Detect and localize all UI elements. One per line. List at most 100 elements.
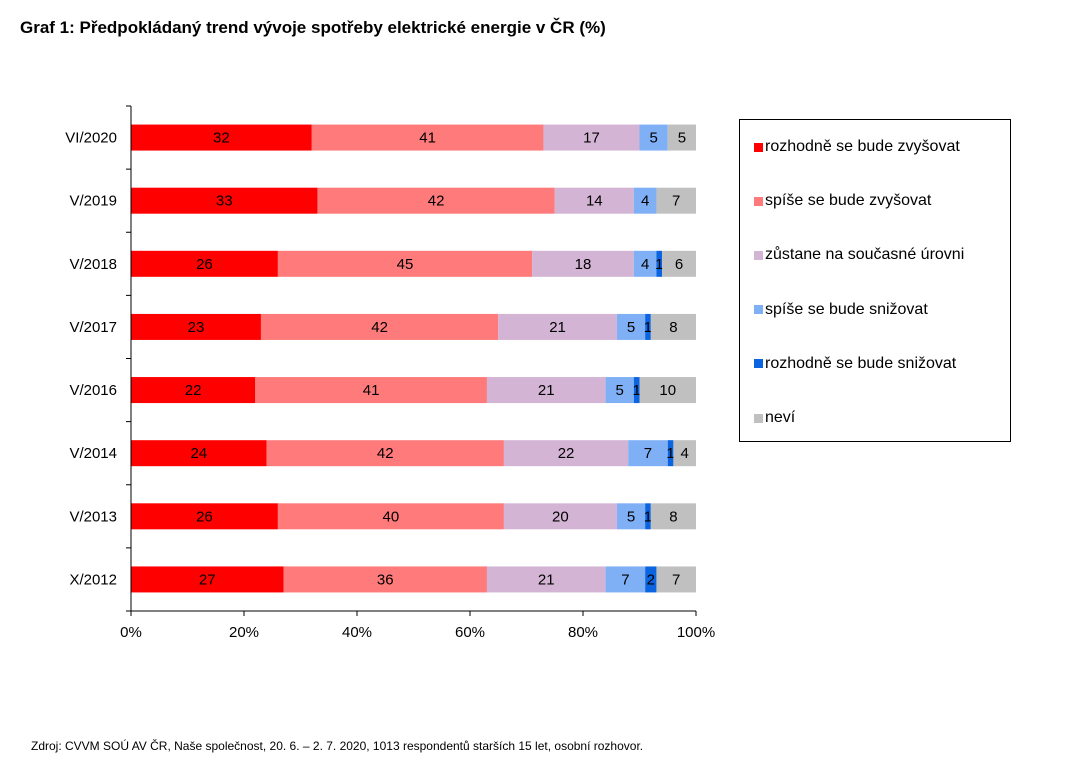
- data-label: 8: [669, 319, 677, 336]
- bar-segment: [131, 124, 312, 151]
- data-label: 24: [190, 445, 207, 462]
- bar-segment: [645, 313, 651, 340]
- legend-swatch: [754, 413, 763, 423]
- data-label: 5: [627, 319, 635, 336]
- bar-segment: [283, 566, 487, 593]
- data-label: 27: [199, 571, 216, 588]
- bar-segment: [633, 187, 657, 214]
- x-tick-label: 60%: [455, 624, 485, 641]
- category-label: V/2019: [69, 193, 117, 210]
- legend-item: neví: [754, 408, 795, 428]
- data-label: 42: [377, 445, 394, 462]
- data-label: 6: [675, 256, 683, 273]
- bar-segment: [317, 187, 555, 214]
- data-label: 1: [644, 508, 652, 525]
- bar-segment: [131, 313, 261, 340]
- category-label: V/2018: [69, 256, 117, 273]
- x-tick-label: 100%: [677, 624, 715, 641]
- bar-segment: [645, 503, 651, 530]
- data-label: 17: [583, 130, 600, 147]
- bar-segment: [498, 313, 617, 340]
- x-tick-label: 80%: [568, 624, 598, 641]
- bar-segment: [656, 187, 696, 214]
- data-label: 7: [672, 571, 680, 588]
- data-label: 5: [649, 130, 657, 147]
- legend-item: spíše se bude snižovat: [754, 300, 928, 320]
- bar-segment: [616, 503, 646, 530]
- bar-segment: [503, 440, 629, 467]
- bar-segment: [277, 250, 533, 277]
- data-label: 33: [216, 193, 233, 210]
- bar-segment: [131, 250, 278, 277]
- data-label: 21: [549, 319, 566, 336]
- legend-label: spíše se bude snižovat: [765, 300, 928, 318]
- category-label: X/2012: [69, 571, 117, 588]
- data-label: 23: [188, 319, 205, 336]
- bar-segment: [639, 124, 668, 151]
- bar-segment: [131, 566, 284, 593]
- data-label: 1: [655, 256, 663, 273]
- data-label: 7: [672, 193, 680, 210]
- category-label: V/2017: [69, 319, 117, 336]
- legend-item: zůstane na současné úrovni: [754, 245, 964, 265]
- data-label: 22: [558, 445, 575, 462]
- bar-segment: [633, 250, 657, 277]
- data-label: 2: [647, 571, 655, 588]
- bar-segment: [486, 377, 606, 404]
- data-label: 4: [641, 193, 649, 210]
- data-label: 1: [644, 319, 652, 336]
- data-label: 14: [586, 193, 603, 210]
- x-tick-label: 40%: [342, 624, 372, 641]
- x-tick-label: 20%: [229, 624, 259, 641]
- data-label: 26: [196, 508, 213, 525]
- data-label: 5: [678, 130, 686, 147]
- category-label: VI/2020: [65, 130, 117, 147]
- data-label: 18: [575, 256, 592, 273]
- data-label: 7: [621, 571, 629, 588]
- bar-segment: [131, 440, 267, 467]
- bar-segment: [656, 566, 696, 593]
- source-note: Zdroj: CVVM SOÚ AV ČR, Naše společnost, …: [31, 739, 644, 753]
- legend-swatch: [754, 142, 763, 152]
- bar-segment: [639, 377, 696, 404]
- data-label: 41: [419, 130, 436, 147]
- legend-swatch: [754, 359, 763, 369]
- legend-label: rozhodně se bude zvyšovat: [765, 138, 960, 155]
- bar-segment: [503, 503, 617, 530]
- bar-segment: [667, 124, 696, 151]
- bar-segment: [650, 503, 696, 530]
- data-label: 21: [538, 571, 555, 588]
- bar-segment: [255, 377, 487, 404]
- chart-title: Graf 1: Předpokládaný trend vývoje spotř…: [20, 18, 606, 37]
- category-label: V/2016: [69, 382, 117, 399]
- data-label: 36: [377, 571, 394, 588]
- data-label: 5: [627, 508, 635, 525]
- category-label: V/2013: [69, 508, 117, 525]
- legend-item: rozhodně se bude snižovat: [754, 354, 956, 374]
- data-label: 4: [641, 256, 649, 273]
- data-label: 26: [196, 256, 213, 273]
- bar-segment: [131, 503, 278, 530]
- legend-label: neví: [765, 409, 796, 426]
- bar-segment: [673, 440, 696, 467]
- legend-label: spíše se bude zvyšovat: [765, 192, 932, 210]
- data-label: 22: [185, 382, 202, 399]
- legend-item: spíše se bude zvyšovat: [754, 191, 931, 211]
- legend-swatch: [754, 196, 763, 206]
- data-label: 5: [616, 382, 624, 399]
- bar-segment: [667, 440, 674, 467]
- bar-segment: [656, 250, 663, 277]
- category-label: V/2014: [69, 445, 117, 462]
- data-label: 42: [428, 193, 445, 210]
- data-label: 45: [397, 256, 414, 273]
- bar-segment: [633, 377, 640, 404]
- legend-swatch: [754, 250, 763, 260]
- legend-swatch: [754, 305, 763, 315]
- data-label: 4: [681, 445, 689, 462]
- legend-label: zůstane na současné úrovni: [765, 246, 965, 264]
- data-label: 21: [538, 382, 555, 399]
- data-label: 42: [371, 319, 388, 336]
- chart-legend: rozhodně se bude zvyšovat spíše se bude z…: [739, 119, 1011, 442]
- bar-segment: [486, 566, 606, 593]
